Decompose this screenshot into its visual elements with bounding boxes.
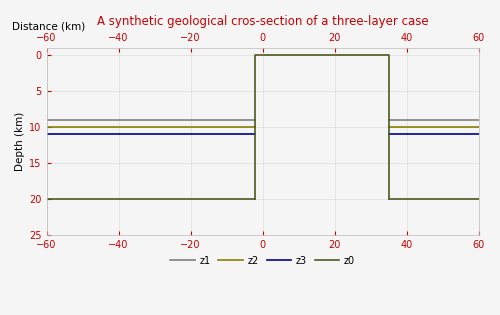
Y-axis label: Depth (km): Depth (km) xyxy=(15,112,25,171)
Text: Distance (km): Distance (km) xyxy=(12,21,85,32)
Title: A synthetic geological cros-section of a three-layer case: A synthetic geological cros-section of a… xyxy=(97,15,428,28)
Legend: z1, z2, z3, z0: z1, z2, z3, z0 xyxy=(166,252,359,269)
